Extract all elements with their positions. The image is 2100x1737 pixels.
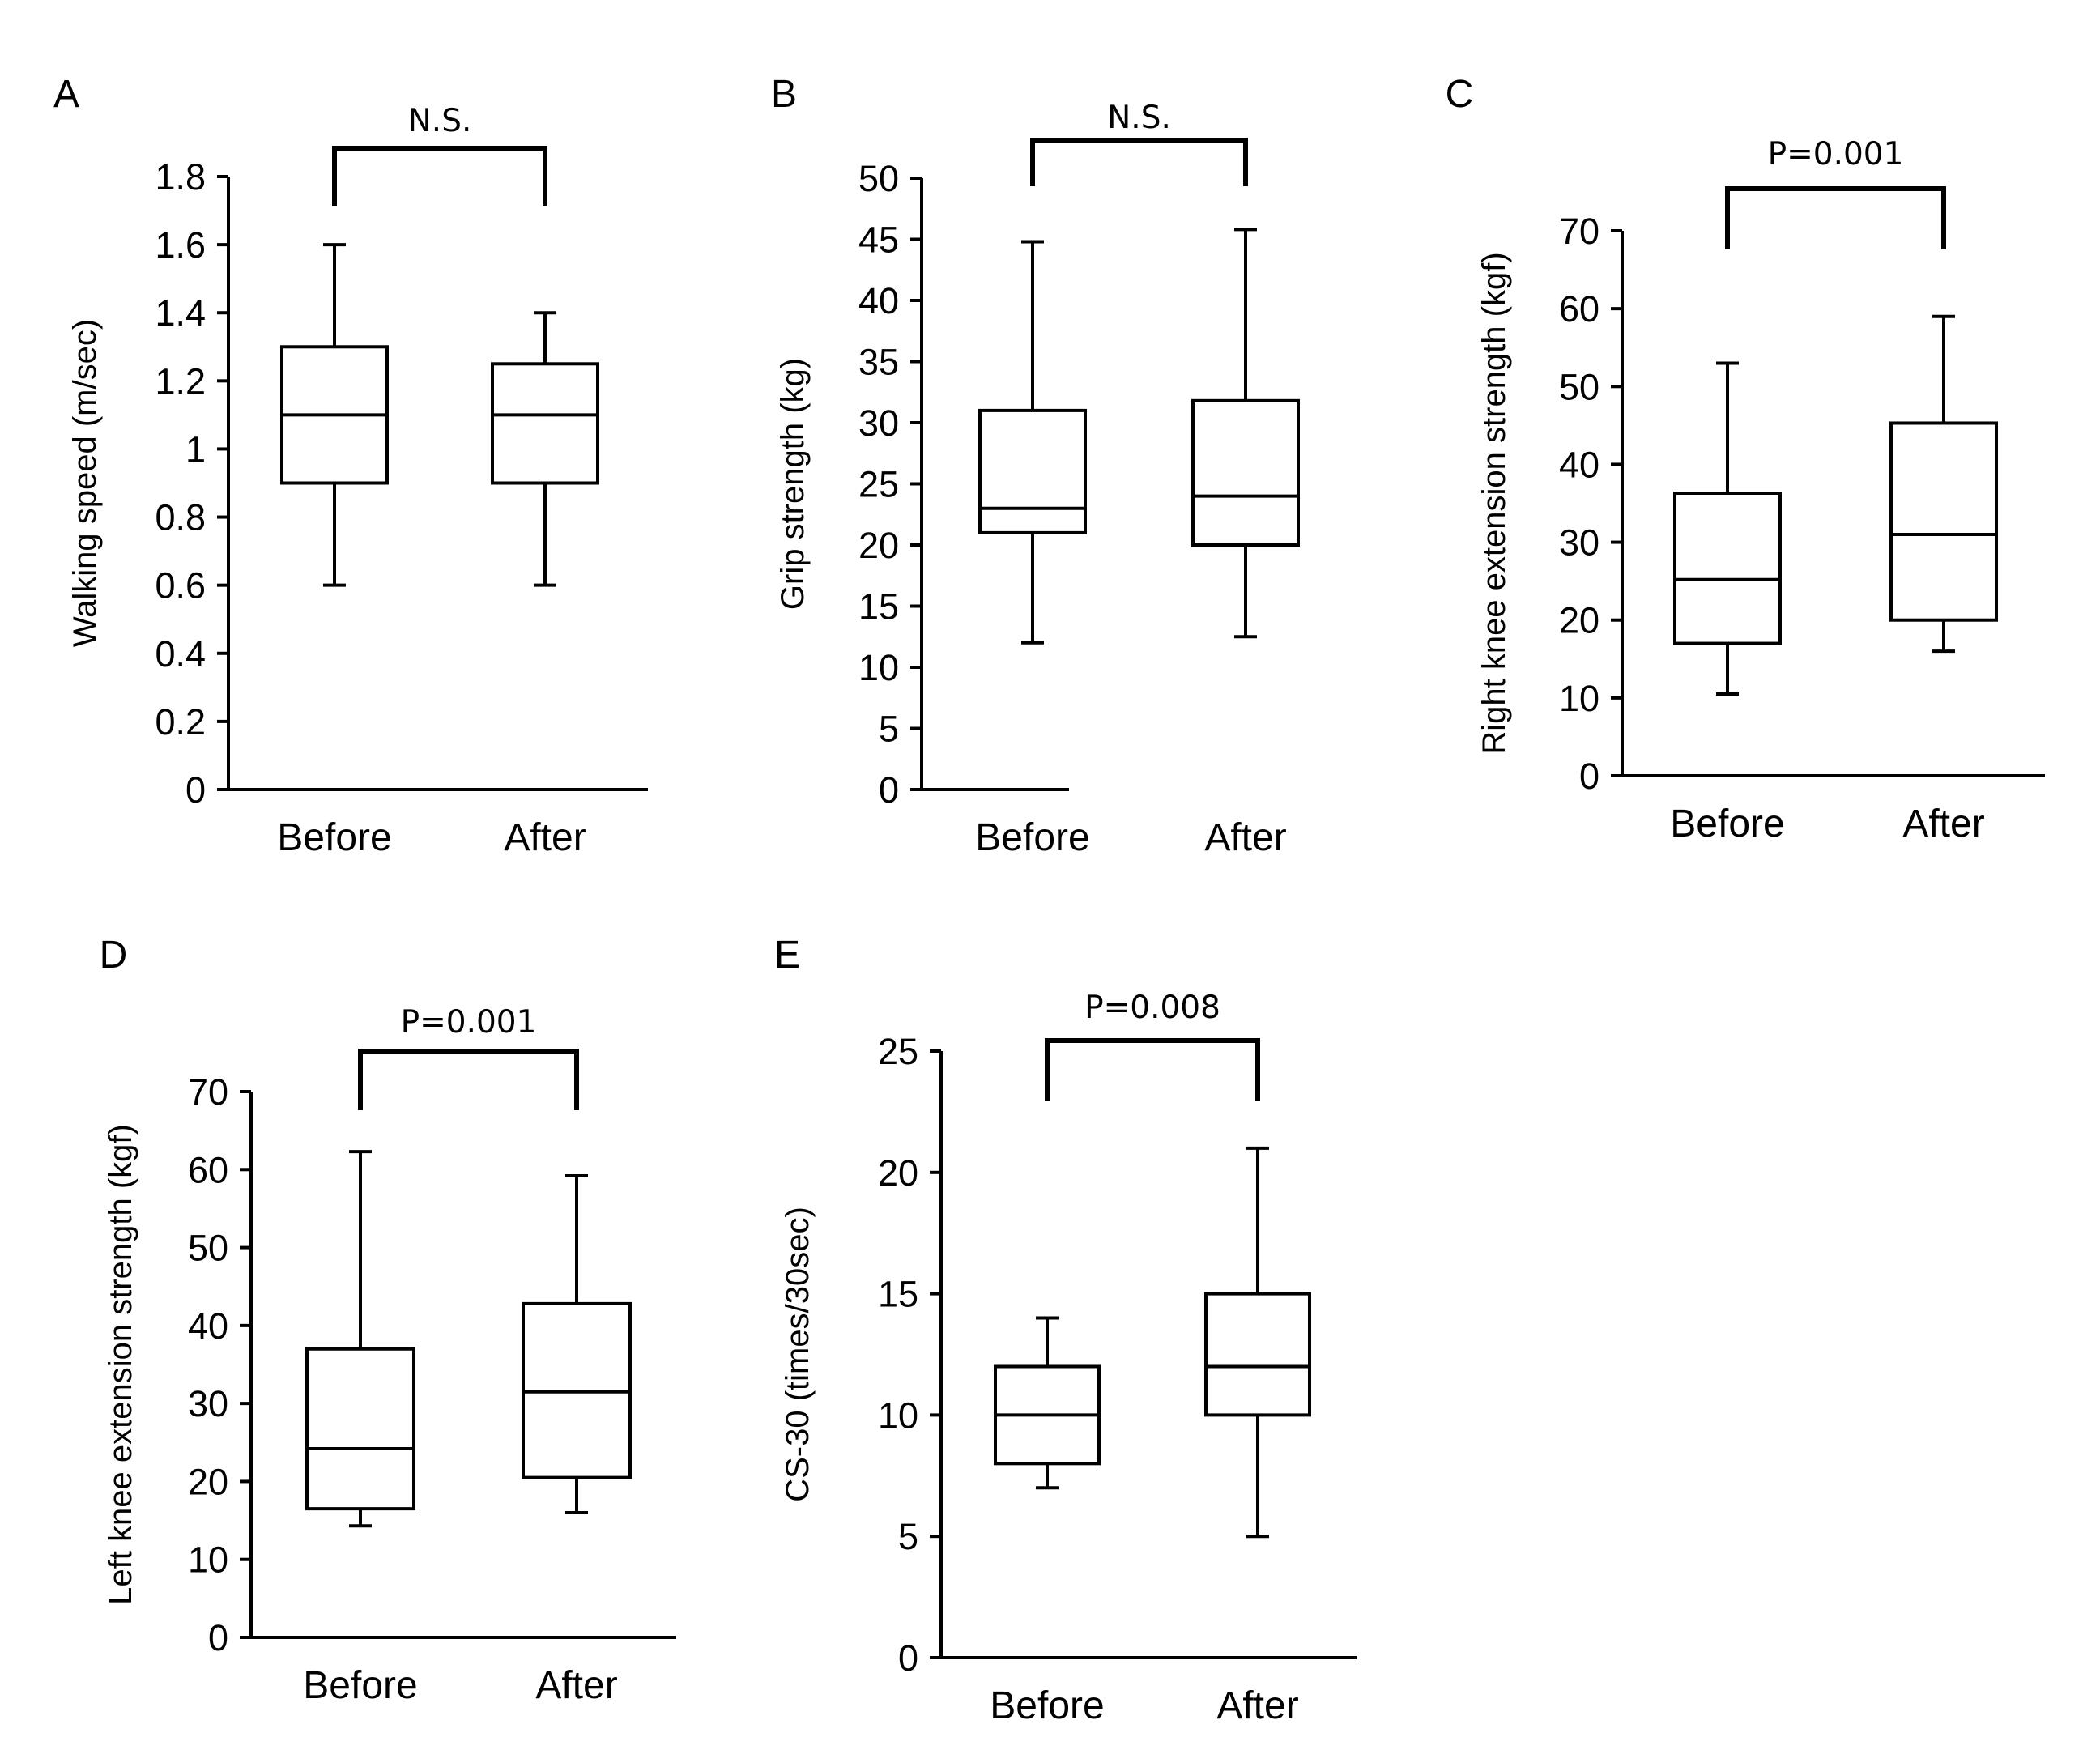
- iqr-box: [491, 362, 599, 485]
- y-tick-label: 1.8: [155, 156, 206, 198]
- significance-label: P=0.008: [1084, 990, 1220, 1026]
- y-tick-label: 0: [185, 769, 206, 811]
- y-tick-label: 25: [858, 464, 899, 505]
- y-tick-label: 30: [858, 402, 899, 444]
- y-tick-label: 1.2: [155, 360, 206, 402]
- y-tick-label: 20: [858, 525, 899, 566]
- significance-bracket: [1725, 186, 1946, 249]
- y-tick-label: 40: [188, 1305, 228, 1347]
- panel-b: B 0 5 10 15 20 25 30 35 40 45 50 Grip strength (kg) B…: [771, 73, 1300, 859]
- x-category-label: Before: [990, 1684, 1104, 1727]
- y-tick-label: 40: [1559, 444, 1599, 485]
- panel-letter: B: [771, 73, 797, 116]
- significance-bracket: [1045, 1038, 1260, 1101]
- y-tick-label: 15: [878, 1274, 918, 1315]
- y-tick-label: 35: [858, 342, 899, 383]
- y-tick-label: 1.6: [155, 224, 206, 266]
- y-tick-label: 0.8: [155, 497, 206, 539]
- iqr-box: [1204, 1292, 1311, 1417]
- y-tick-label: 10: [878, 1394, 918, 1436]
- x-category-label: After: [535, 1664, 617, 1707]
- y-tick-label: 20: [878, 1152, 918, 1194]
- box-after: After: [1204, 1146, 1311, 1727]
- y-tick-label: 10: [1559, 678, 1599, 719]
- y-tick-label: 50: [858, 158, 899, 199]
- box-before: Before: [277, 243, 392, 859]
- y-tick-label: 0: [898, 1637, 918, 1679]
- x-category-label: Before: [303, 1664, 417, 1707]
- x-category-label: Before: [277, 816, 391, 859]
- y-tick-label: 40: [858, 280, 899, 321]
- y-tick-label: 0: [1579, 756, 1599, 797]
- box-before: Before: [303, 1150, 418, 1707]
- y-tick-label: 70: [1559, 211, 1599, 252]
- panel-c: C 0 10 20 30 40 50 60 70 Right knee extension str…: [1446, 73, 2045, 845]
- significance-bracket: [1030, 138, 1248, 186]
- box-before: Before: [975, 240, 1090, 859]
- x-category-label: Before: [975, 816, 1089, 859]
- x-category-label: After: [1216, 1684, 1298, 1727]
- significance-bracket: [358, 1049, 579, 1110]
- x-category-label: After: [1204, 816, 1286, 859]
- significance-label: N.S.: [408, 103, 472, 139]
- panel-letter: D: [100, 934, 128, 977]
- box-before: Before: [1670, 361, 1785, 845]
- y-tick-label: 45: [858, 219, 899, 261]
- y-axis-label: Left knee extension strength (kgf): [103, 1124, 138, 1605]
- box-before: Before: [990, 1316, 1105, 1727]
- significance-bracket: [332, 146, 547, 206]
- iqr-box: [1889, 421, 1998, 622]
- y-axis-label: Right knee extension strength (kgf): [1476, 252, 1512, 754]
- y-tick-label: 20: [188, 1461, 228, 1502]
- iqr-box: [305, 1347, 415, 1511]
- box-after: After: [522, 1173, 632, 1707]
- y-tick-label: 30: [1559, 522, 1599, 564]
- y-tick-label: 20: [1559, 600, 1599, 641]
- y-tick-label: 0.6: [155, 565, 206, 607]
- y-tick-label: 50: [1559, 366, 1599, 407]
- y-tick-label: 10: [188, 1539, 228, 1581]
- y-tick-label: 10: [858, 647, 899, 688]
- panel-letter: C: [1446, 73, 1474, 116]
- y-tick-label: 25: [878, 1031, 918, 1072]
- iqr-box: [978, 408, 1087, 534]
- iqr-box: [1673, 492, 1782, 645]
- box-after: After: [491, 311, 599, 859]
- box-after: After: [1191, 228, 1300, 859]
- panel-e: E 0 5 10 15 20 25 CS-30 (times/30sec) Before Afte…: [774, 934, 1357, 1727]
- y-tick-label: 70: [188, 1071, 228, 1113]
- significance-label: N.S.: [1107, 100, 1171, 136]
- y-tick-label: 60: [188, 1149, 228, 1190]
- y-tick-label: 0.2: [155, 701, 206, 743]
- y-tick-label: 0.4: [155, 633, 206, 675]
- y-tick-label: 5: [879, 709, 899, 750]
- x-category-label: Before: [1670, 803, 1784, 845]
- y-axis-label: CS-30 (times/30sec): [780, 1207, 816, 1502]
- panel-letter: E: [774, 934, 800, 977]
- panel-letter: A: [53, 73, 79, 116]
- y-tick-label: 50: [188, 1228, 228, 1269]
- panel-a: A 0 0.2 0.4 0.6 0.8 1 1.2 1.4 1.6 1.8 Walking speed…: [53, 73, 648, 859]
- x-category-label: After: [504, 816, 586, 859]
- y-tick-label: 0: [208, 1617, 228, 1658]
- y-tick-label: 1: [185, 428, 206, 470]
- y-tick-label: 15: [858, 586, 899, 628]
- significance-label: P=0.001: [1768, 136, 1904, 172]
- box-after: After: [1889, 314, 1998, 845]
- y-axis-label: Walking speed (m/sec): [67, 319, 103, 647]
- significance-label: P=0.001: [401, 1004, 537, 1041]
- y-tick-label: 1.4: [155, 292, 206, 334]
- y-tick-label: 0: [879, 769, 899, 811]
- y-tick-label: 30: [188, 1383, 228, 1424]
- iqr-box: [1191, 398, 1300, 547]
- panel-d: D 0 10 20 30 40 50 60 70 Left knee extension stre…: [100, 934, 676, 1707]
- y-tick-label: 60: [1559, 288, 1599, 330]
- x-category-label: After: [1902, 803, 1984, 845]
- y-axis-label: Grip strength (kg): [775, 358, 811, 610]
- y-tick-label: 5: [898, 1516, 918, 1557]
